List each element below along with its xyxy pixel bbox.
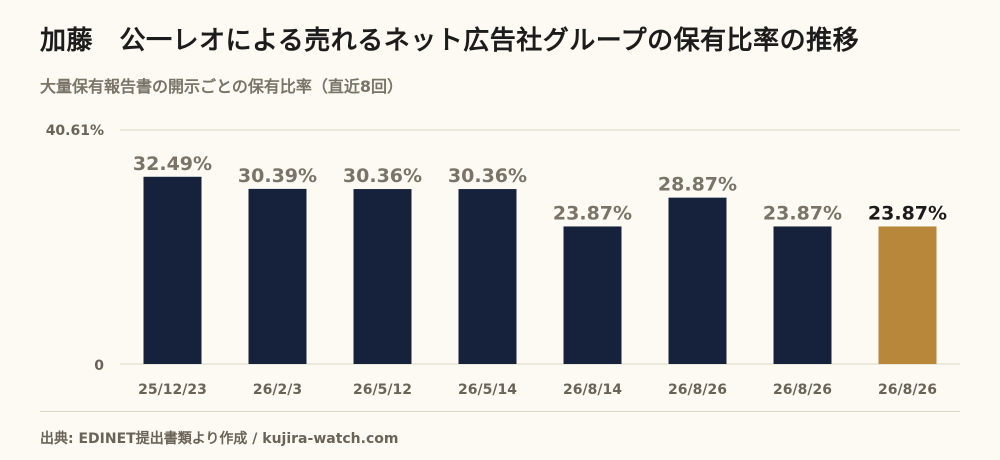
bar-value-label: 23.87% — [868, 202, 947, 224]
bar-value-label: 23.87% — [763, 202, 842, 224]
x-tick-label: 26/5/12 — [353, 382, 412, 398]
chart-title: 加藤 公一レオによる売れるネット広告社グループの保有比率の推移 — [40, 26, 860, 56]
bar-value-label: 30.39% — [238, 165, 317, 187]
chart-subtitle: 大量保有報告書の開示ごとの保有比率（直近8回） — [40, 77, 403, 96]
bar-value-label: 30.36% — [448, 165, 527, 187]
bar — [458, 189, 517, 364]
x-tick-label: 26/2/3 — [253, 382, 302, 398]
bar-value-label: 28.87% — [658, 174, 737, 196]
y-tick-label-zero: 0 — [94, 358, 104, 374]
footer-divider — [40, 411, 960, 412]
bar — [143, 176, 202, 364]
bar — [353, 189, 412, 364]
bar-value-label: 23.87% — [553, 202, 632, 224]
x-tick-label: 26/8/26 — [878, 382, 937, 398]
x-tick-label: 26/8/26 — [668, 382, 727, 398]
bar — [563, 226, 622, 364]
x-tick-label: 26/8/26 — [773, 382, 832, 398]
y-tick-label-max: 40.61% — [46, 123, 104, 139]
bar-value-label: 30.36% — [343, 165, 422, 187]
bar — [773, 226, 832, 364]
bar — [248, 188, 307, 364]
bar — [878, 226, 937, 364]
bar-value-label: 32.49% — [133, 153, 212, 175]
x-tick-label: 26/8/14 — [563, 382, 622, 398]
bar — [668, 197, 727, 364]
x-tick-label: 25/12/23 — [138, 382, 207, 398]
source-note: 出典: EDINET提出書類より作成 / kujira-watch.com — [40, 431, 399, 447]
x-tick-label: 26/5/14 — [458, 382, 517, 398]
